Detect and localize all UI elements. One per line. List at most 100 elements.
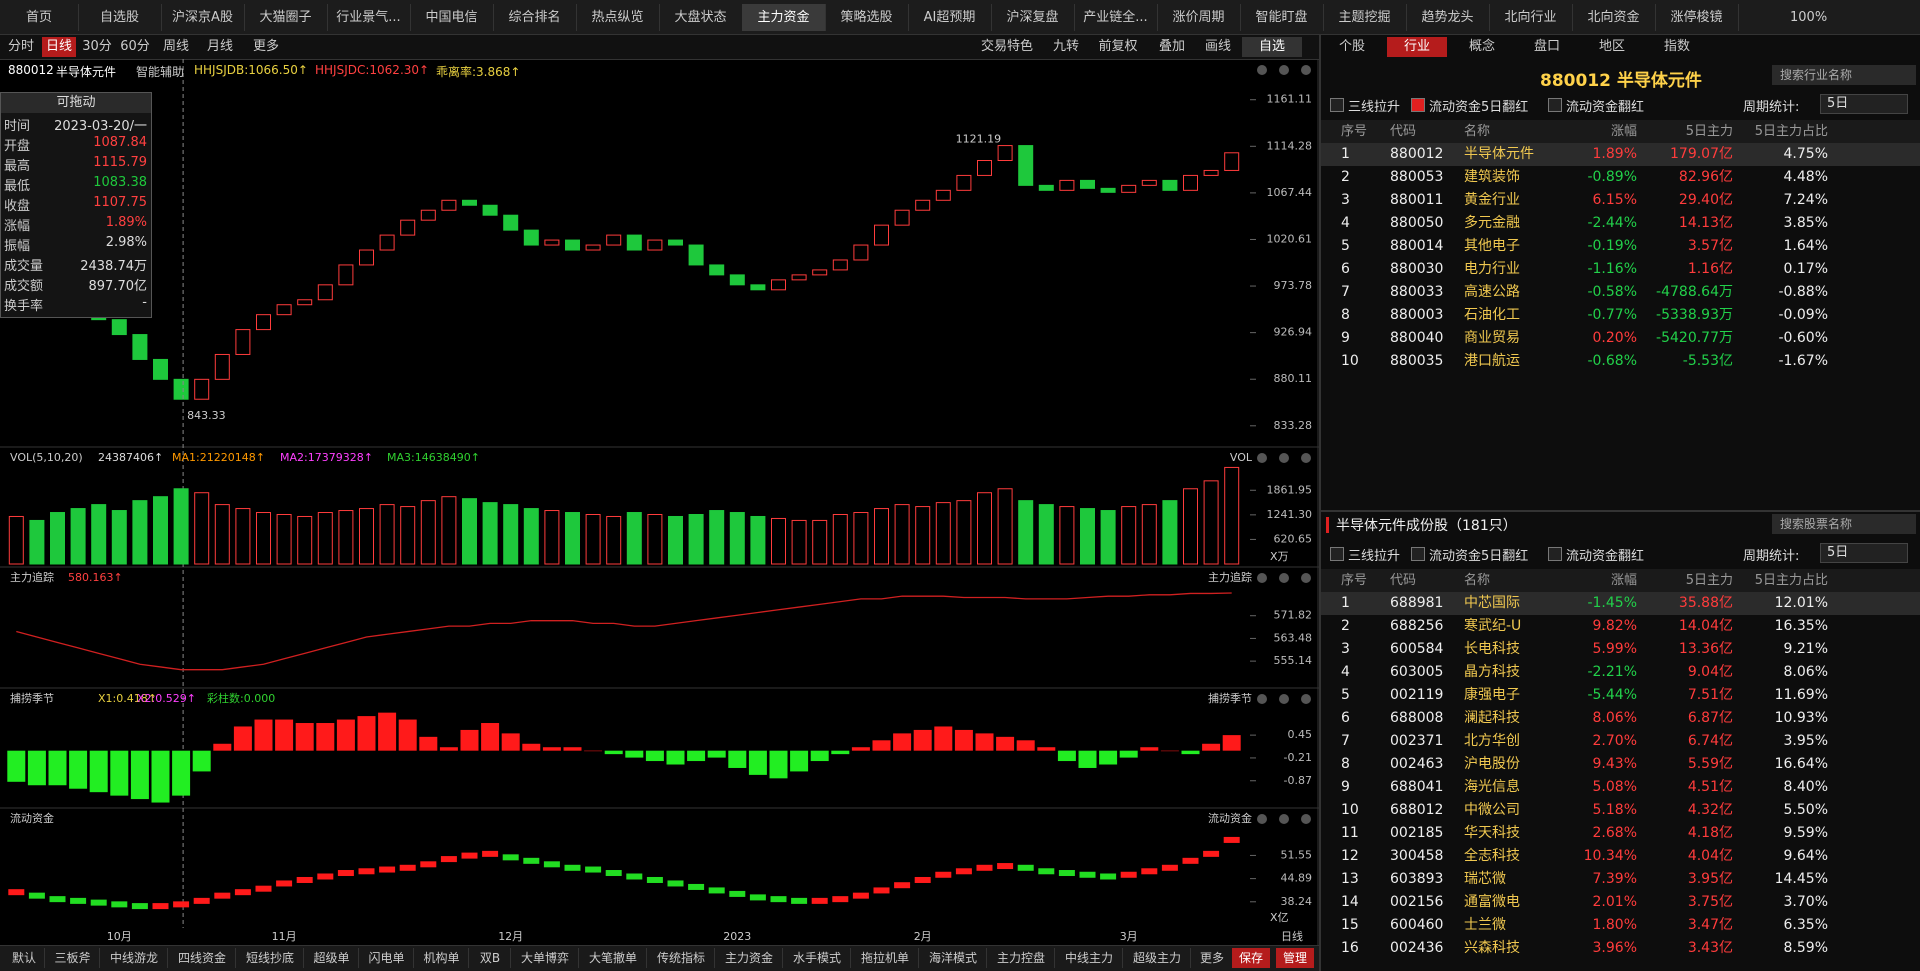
bottom-tab[interactable]: 中线主力 (1056, 948, 1123, 968)
bottom-tab[interactable]: 大笔撤单 (580, 948, 647, 968)
bottom-tab[interactable]: 三板斧 (46, 948, 100, 968)
table-row[interactable]: 5 880014 其他电子 -0.19% 3.57亿 1.64% (1321, 235, 1920, 258)
table-row[interactable]: 2 688256 寒武纪-U 9.82% 14.04亿 16.35% (1321, 615, 1920, 638)
bottom-tab[interactable]: 短线抄底 (237, 948, 304, 968)
top-tab[interactable]: 大盘状态 (659, 4, 743, 31)
top-tab[interactable]: 策略选股 (825, 4, 909, 31)
top-tab[interactable]: 北向行业 (1489, 4, 1573, 31)
table-row[interactable]: 14 002156 通富微电 2.01% 3.75亿 3.70% (1321, 891, 1920, 914)
table-row[interactable]: 5 002119 康强电子 -5.44% 7.51亿 11.69% (1321, 684, 1920, 707)
top-tab[interactable]: 热点纵览 (576, 4, 660, 31)
table-row[interactable]: 8 880003 石油化工 -0.77% -5338.93万 -0.09% (1321, 304, 1920, 327)
period-button[interactable]: 分时 (7, 39, 34, 54)
tool-button[interactable]: 自选 (1242, 37, 1302, 57)
period-button[interactable]: 月线 (206, 39, 233, 54)
period-button[interactable]: 更多 (252, 39, 279, 54)
right-tab[interactable]: 盘口 (1533, 39, 1560, 54)
bottom-tab[interactable]: 更多 (1192, 948, 1233, 968)
bottom-tab[interactable]: 默认 (4, 948, 45, 968)
table-row[interactable]: 9 880040 商业贸易 0.20% -5420.77万 -0.60% (1321, 327, 1920, 350)
checkbox[interactable] (1330, 547, 1344, 561)
top-tab[interactable]: 大猫圈子 (244, 4, 328, 31)
table-row[interactable]: 8 002463 沪电股份 9.43% 5.59亿 16.64% (1321, 753, 1920, 776)
checkbox[interactable] (1411, 547, 1425, 561)
right-tab[interactable]: 指数 (1663, 39, 1690, 54)
search-box[interactable]: 搜索股票名称 (1772, 514, 1916, 534)
bottom-tab[interactable]: 主力资金 (716, 948, 783, 968)
table-row[interactable]: 12 300458 全志科技 10.34% 4.04亿 9.64% (1321, 845, 1920, 868)
bottom-tab[interactable]: 机构单 (415, 948, 469, 968)
top-tab[interactable]: 产业链全... (1074, 4, 1158, 31)
top-tab[interactable]: 北向资金 (1572, 4, 1656, 31)
table-row[interactable]: 10 688012 中微公司 5.18% 4.32亿 5.50% (1321, 799, 1920, 822)
table-row[interactable]: 4 603005 晶方科技 -2.21% 9.04亿 8.06% (1321, 661, 1920, 684)
bottom-tab[interactable]: 闪电单 (360, 948, 414, 968)
top-tab[interactable]: 首页 (0, 4, 79, 31)
tool-button[interactable]: 叠加 (1158, 39, 1185, 54)
tool-button[interactable]: 交易特色 (980, 39, 1033, 54)
search-box[interactable]: 搜索行业名称 (1772, 65, 1916, 85)
top-tab[interactable]: 涨停梭镜 (1655, 4, 1739, 31)
tool-button[interactable]: 画线 (1204, 39, 1231, 54)
table-row[interactable]: 10 880035 港口航运 -0.68% -5.53亿 -1.67% (1321, 350, 1920, 373)
bottom-tab[interactable]: 海洋模式 (920, 948, 987, 968)
table-row[interactable]: 2 880053 建筑装饰 -0.89% 82.96亿 4.48% (1321, 166, 1920, 189)
checkbox[interactable] (1330, 98, 1344, 112)
right-tab[interactable]: 行业 (1387, 37, 1447, 57)
top-tab[interactable]: 主力资金 (742, 4, 826, 31)
top-tab[interactable]: 沪深复盘 (991, 4, 1075, 31)
checkbox[interactable] (1548, 98, 1562, 112)
checkbox[interactable] (1548, 547, 1562, 561)
table-row[interactable]: 7 002371 北方华创 2.70% 6.74亿 3.95% (1321, 730, 1920, 753)
table-row[interactable]: 4 880050 多元金融 -2.44% 14.13亿 3.85% (1321, 212, 1920, 235)
period-select[interactable]: 5日 (1820, 543, 1908, 563)
table-row[interactable]: 6 688008 澜起科技 8.06% 6.87亿 10.93% (1321, 707, 1920, 730)
right-tab[interactable]: 概念 (1468, 39, 1495, 54)
right-tab[interactable]: 地区 (1598, 39, 1625, 54)
top-tab[interactable]: 自选股 (78, 4, 162, 31)
top-tab[interactable]: 涨价周期 (1157, 4, 1241, 31)
bottom-tab[interactable]: 水手模式 (784, 948, 851, 968)
period-button[interactable]: 日线 (42, 37, 76, 57)
right-tab[interactable]: 个股 (1338, 39, 1365, 54)
table-row[interactable]: 13 603893 瑞芯微 7.39% 3.95亿 14.45% (1321, 868, 1920, 891)
bottom-tab[interactable]: 中线游龙 (101, 948, 168, 968)
period-select[interactable]: 5日 (1820, 94, 1908, 114)
bottom-tab[interactable]: 拖拉机单 (852, 948, 919, 968)
tool-button[interactable]: 前复权 (1098, 39, 1138, 54)
tool-button[interactable]: 九转 (1052, 39, 1079, 54)
table-row[interactable]: 9 688041 海光信息 5.08% 4.51亿 8.40% (1321, 776, 1920, 799)
top-tab[interactable]: 综合排名 (493, 4, 577, 31)
bottom-button[interactable]: 保存 (1232, 948, 1270, 968)
period-button[interactable]: 30分 (82, 39, 112, 54)
tooltip-title[interactable]: 可拖动 (1, 93, 151, 113)
bottom-tab[interactable]: 四线资金 (169, 948, 236, 968)
bottom-tab[interactable]: 主力控盘 (988, 948, 1055, 968)
top-tab[interactable]: 中国电信 (410, 4, 494, 31)
bottom-tab[interactable]: 传统指标 (648, 948, 715, 968)
period-button[interactable]: 周线 (162, 39, 189, 54)
top-tab[interactable]: 行业景气... (327, 4, 411, 31)
table-row[interactable]: 11 002185 华天科技 2.68% 4.18亿 9.59% (1321, 822, 1920, 845)
table-row[interactable]: 6 880030 电力行业 -1.16% 1.16亿 0.17% (1321, 258, 1920, 281)
top-tab[interactable]: AI超预期 (908, 4, 992, 31)
bottom-tab[interactable]: 双B (470, 948, 511, 968)
top-tab[interactable]: 智能盯盘 (1240, 4, 1324, 31)
table-row[interactable]: 7 880033 高速公路 -0.58% -4788.64万 -0.88% (1321, 281, 1920, 304)
top-tab[interactable]: 主题挖掘 (1323, 4, 1407, 31)
table-row[interactable]: 15 600460 士兰微 1.80% 3.47亿 6.35% (1321, 914, 1920, 937)
period-button[interactable]: 60分 (120, 39, 150, 54)
top-tab[interactable]: 趋势龙头 (1406, 4, 1490, 31)
table-row[interactable]: 16 002436 兴森科技 3.96% 3.43亿 8.59% (1321, 937, 1920, 960)
top-tab[interactable]: 沪深京A股 (161, 4, 245, 31)
table-row[interactable]: 1 688981 中芯国际 -1.45% 35.88亿 12.01% (1321, 592, 1920, 615)
assist[interactable]: 智能辅助 (136, 65, 185, 79)
bottom-tab[interactable]: 超级单 (305, 948, 359, 968)
bottom-button[interactable]: 管理 (1276, 948, 1314, 968)
table-row[interactable]: 1 880012 半导体元件 1.89% 179.07亿 4.75% (1321, 143, 1920, 166)
table-row[interactable]: 3 600584 长电科技 5.99% 13.36亿 9.21% (1321, 638, 1920, 661)
table-row[interactable]: 3 880011 黄金行业 6.15% 29.40亿 7.24% (1321, 189, 1920, 212)
bottom-tab[interactable]: 超级主力 (1124, 948, 1191, 968)
bottom-tab[interactable]: 大单博弈 (512, 948, 579, 968)
checkbox[interactable] (1411, 98, 1425, 112)
